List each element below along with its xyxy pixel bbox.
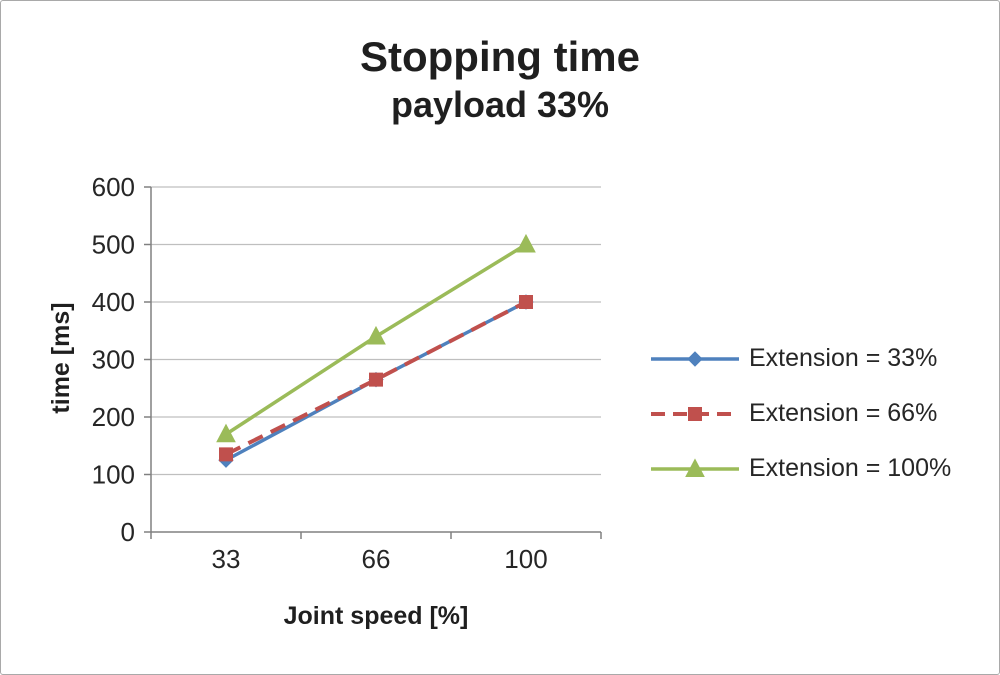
marker-triangle-icon [516, 233, 536, 253]
y-tick-label: 600 [92, 172, 135, 202]
legend-label: Extension = 100% [749, 454, 952, 482]
x-tick-label: 100 [504, 544, 547, 574]
legend-label: Extension = 33% [749, 344, 938, 372]
legend-label: Extension = 66% [749, 399, 938, 427]
x-tick-label: 33 [212, 544, 241, 574]
legend-item: Extension = 33% [651, 331, 951, 386]
legend-key-icon [651, 406, 739, 421]
x-tick-label: 66 [362, 544, 391, 574]
y-tick-label: 300 [92, 345, 135, 375]
y-tick-label: 500 [92, 230, 135, 260]
marker-triangle-icon [685, 457, 705, 477]
marker-square-icon [519, 295, 533, 309]
y-tick-label: 100 [92, 460, 135, 490]
marker-square-icon [369, 372, 383, 387]
legend: Extension = 33% Extension = 66% Extension … [651, 331, 951, 496]
y-tick-label: 200 [92, 402, 135, 432]
chart-title: Stopping time [360, 33, 640, 80]
y-tick-label: 400 [92, 287, 135, 317]
marker-diamond-icon [687, 350, 703, 367]
series-line-1 [225, 300, 527, 457]
y-axis-title: time [ms] [47, 302, 75, 414]
marker-triangle-icon [366, 325, 386, 345]
legend-key-icon [651, 457, 739, 477]
marker-triangle-icon [216, 423, 236, 443]
marker-square-icon [688, 406, 702, 421]
y-tick-label: 0 [121, 517, 135, 547]
legend-item: Extension = 100% [651, 441, 951, 496]
marker-square-icon [219, 447, 233, 462]
legend-key-icon [651, 350, 739, 367]
legend-item: Extension = 66% [651, 386, 951, 441]
chart-titles: Stopping time payload 33% [1, 31, 999, 127]
chart-subtitle: payload 33% [390, 84, 610, 125]
x-axis-title: Joint speed [%] [283, 602, 469, 630]
